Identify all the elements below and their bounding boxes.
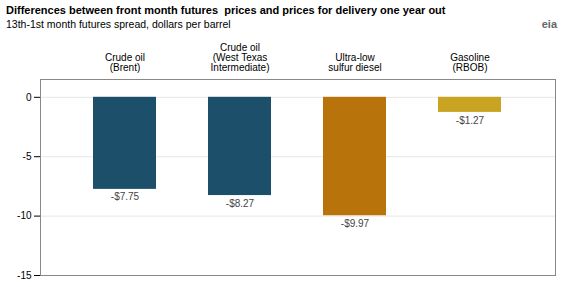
- svg-text:Gasoline(RBOB): Gasoline(RBOB): [450, 52, 490, 73]
- svg-text:Ultra-lowsulfur diesel: Ultra-lowsulfur diesel: [328, 52, 381, 73]
- svg-text:-10: -10: [17, 210, 32, 221]
- svg-text:-$9.97: -$9.97: [341, 218, 370, 229]
- svg-text:-15: -15: [17, 270, 32, 281]
- svg-text:Crude oil(Brent): Crude oil(Brent): [105, 52, 145, 73]
- svg-text:Crude oil(West TexasIntermedia: Crude oil(West TexasIntermediate): [211, 42, 270, 73]
- svg-text:-$7.75: -$7.75: [111, 191, 140, 202]
- svg-text:-5: -5: [23, 151, 32, 162]
- svg-text:-$1.27: -$1.27: [456, 115, 485, 126]
- html-text:13th-1st month futures spread,: 13th-1st month futures spread, dollars p…: [6, 18, 231, 30]
- svg-text:-$8.27: -$8.27: [226, 198, 255, 209]
- html-text:eia: eia: [541, 18, 557, 30]
- svg-text:0: 0: [26, 92, 32, 103]
- html-text:Differences between front mont: Differences between front month futures …: [6, 4, 446, 16]
